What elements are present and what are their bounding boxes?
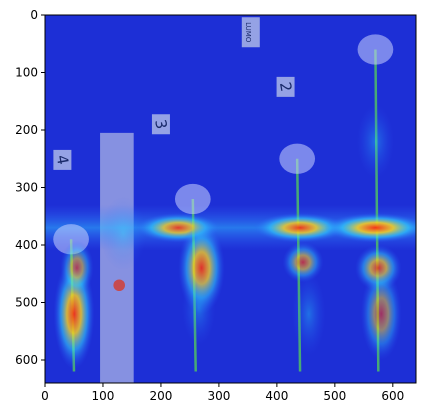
y-tick-label: 100 [15, 66, 38, 80]
sign-card [151, 114, 170, 135]
heat-spot [253, 213, 347, 243]
y-tick-label: 300 [15, 181, 38, 195]
plant-bloom-3 [279, 143, 316, 174]
plant-sign-labels: 4 3 2 LUMO [53, 17, 295, 170]
heat-spot [181, 271, 216, 346]
x-tick-label: 600 [381, 389, 404, 403]
heat-spot [60, 240, 94, 296]
sign-text: LUMO [244, 22, 252, 43]
plant-bloom-2 [174, 183, 211, 215]
ruler-logo [113, 279, 125, 292]
heat-spot [324, 213, 416, 243]
plot-frame [44, 14, 417, 384]
sign-3: 3 [151, 114, 171, 135]
x-tick-label: 0 [41, 389, 49, 403]
plant-bloom-4 [357, 34, 394, 65]
x-tick-label: 100 [92, 389, 115, 403]
heat-spot [356, 104, 394, 179]
sign-text: 2 [276, 81, 295, 94]
x-tick-label: 200 [149, 389, 172, 403]
heat-spot [100, 196, 147, 271]
sign-card [241, 17, 260, 48]
x-tick-label: 300 [207, 389, 230, 403]
sign-card [276, 76, 295, 97]
heat-overlay [53, 104, 416, 370]
x-axis: 0 100 200 300 400 500 600 [41, 383, 404, 403]
heat-spot [292, 272, 326, 356]
y-tick-label: 600 [15, 353, 38, 367]
sign-4: 4 [53, 149, 72, 170]
sign-2: 2 [276, 76, 295, 97]
y-tick-label: 200 [15, 123, 38, 137]
x-tick-label: 400 [265, 389, 288, 403]
sign-lumo: LUMO [241, 17, 260, 48]
sign-card [53, 149, 72, 170]
sign-text: 4 [53, 154, 72, 167]
sign-text: 3 [151, 118, 170, 131]
y-tick-label: 0 [30, 8, 38, 22]
x-tick-label: 500 [323, 389, 346, 403]
heat-spot [282, 242, 324, 283]
y-axis: 0 100 200 300 400 500 600 [15, 8, 45, 367]
y-tick-label: 500 [15, 296, 38, 310]
heat-spot [360, 268, 402, 360]
y-tick-label: 400 [15, 238, 38, 252]
